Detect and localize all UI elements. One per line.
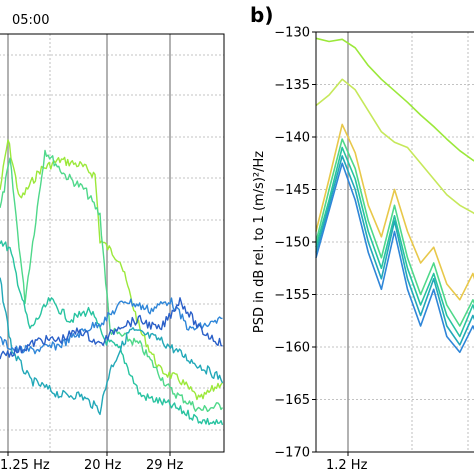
- panel-b-ytick-label: −150: [274, 236, 310, 251]
- panel-b-ytick-label: −155: [274, 288, 310, 303]
- panel-a-grid: [0, 34, 224, 452]
- panel-a-series-3: [0, 277, 224, 416]
- panel-b-ylabel: PSD in dB rel. to 1 (m/s)²/Hz: [252, 151, 267, 333]
- panel-b-ytick-label: −140: [274, 131, 310, 146]
- panel-a-series-2: [0, 240, 224, 426]
- panel-b-grid: [316, 31, 474, 453]
- panel-a-xtick-2: 29 Hz: [146, 458, 183, 473]
- panel-a-series-1: [0, 149, 224, 413]
- panel-b-frame: [315, 31, 474, 453]
- panel-b-yticks: −130 −135 −140 −145 −150 −155 −160 −165 −170: [274, 26, 316, 461]
- panel-b-series-3: [315, 138, 474, 327]
- panel-a-frame: [0, 33, 225, 453]
- panel-b-ytick-label: −135: [274, 78, 310, 93]
- panel-b-series: [315, 37, 474, 354]
- panel-a-series: [0, 139, 224, 426]
- panel-a-series-5: [0, 297, 223, 360]
- panel-b-series-1: [315, 78, 474, 215]
- panel-a-xtick-0: 1.25 Hz: [0, 458, 50, 473]
- panel-a: 05:00 1.25 Hz 20 Hz 29 Hz: [0, 13, 225, 473]
- panel-b-series-6: [315, 162, 474, 354]
- panel-b-ytick-label: −145: [274, 183, 310, 198]
- panel-b-series-4: [315, 146, 474, 338]
- panel-b-xtick-0: 1.2 Hz: [326, 458, 368, 473]
- panel-b-series-2: [315, 123, 474, 301]
- panel-a-xtick-1: 20 Hz: [84, 458, 121, 473]
- panel-a-title: 05:00: [12, 13, 49, 28]
- panel-b-ytick-label: −130: [274, 26, 310, 41]
- panel-a-series-4: [0, 297, 223, 355]
- panel-b-series-0: [315, 37, 474, 162]
- panel-b-ytick-label: −170: [274, 446, 310, 461]
- panel-b-label: b): [250, 3, 273, 27]
- panel-b-ytick-label: −165: [274, 393, 310, 408]
- panel-b-series-5: [315, 155, 474, 346]
- panel-a-series-0: [0, 139, 224, 401]
- panel-b: b) −130−135−140−145−150−155−160−165−170 …: [250, 3, 474, 473]
- panel-b-ytick-label: −160: [274, 341, 310, 356]
